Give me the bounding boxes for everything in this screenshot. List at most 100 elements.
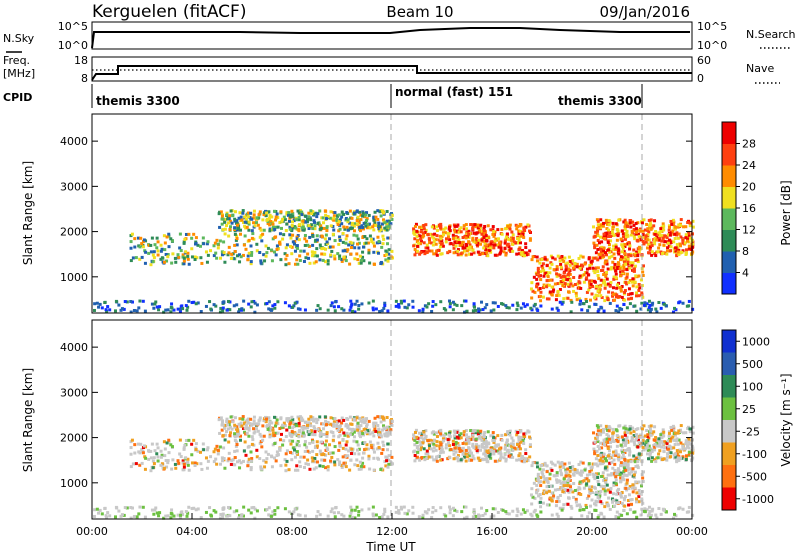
velocity-echo-cell <box>239 461 243 465</box>
velocity-echo-cell <box>603 466 607 470</box>
velocity-echo-cell <box>624 427 628 431</box>
power-echo-cell <box>606 248 610 252</box>
velocity-echo-cell <box>524 452 528 456</box>
power-echo-cell <box>532 304 536 308</box>
power-echo-cell <box>520 248 524 252</box>
power-echo-cell <box>264 209 268 213</box>
velocity-echo-cell <box>601 430 605 434</box>
power-echo-cell <box>365 217 369 221</box>
velocity-echo-cell <box>514 429 518 433</box>
power-echo-cell <box>350 223 354 227</box>
velocity-echo-cell <box>170 467 174 471</box>
power-echo-cell <box>313 220 317 224</box>
power-echo-cell <box>610 230 614 234</box>
velocity-echo-cell <box>498 449 502 453</box>
power-echo-cell <box>541 295 545 299</box>
velocity-echo-cell <box>364 427 368 431</box>
colorbar-swatch <box>722 375 736 398</box>
power-echo-cell <box>292 219 296 223</box>
power-echo-cell <box>596 274 600 278</box>
velocity-echo-cell <box>239 438 243 442</box>
power-echo-cell <box>338 227 342 231</box>
power-echo-cell <box>335 218 339 222</box>
velocity-echo-cell <box>684 439 688 443</box>
power-echo-cell <box>350 226 354 230</box>
power-echo-cell <box>309 223 313 227</box>
velocity-echo-cell <box>320 453 324 457</box>
power-echo-cell <box>228 308 232 312</box>
velocity-echo-cell <box>641 501 645 505</box>
velocity-echo-cell <box>238 466 242 470</box>
nsky-tick-top: 10^5 <box>58 20 88 33</box>
velocity-echo-cell <box>477 516 481 520</box>
power-echo-cell <box>517 229 521 233</box>
velocity-echo-cell <box>546 481 550 485</box>
power-echo-cell <box>279 226 283 230</box>
velocity-echo-cell <box>439 451 443 455</box>
velocity-echo-cell <box>488 452 492 456</box>
velocity-echo-cell <box>316 427 320 431</box>
velocity-echo-cell <box>355 458 359 462</box>
velocity-echo-cell <box>573 488 577 492</box>
velocity-echo-cell <box>155 452 159 456</box>
power-echo-cell <box>330 301 334 305</box>
power-echo-cell <box>313 227 317 231</box>
freq-tick-bottom: 8 <box>81 72 88 85</box>
velocity-echo-cell <box>164 514 168 518</box>
velocity-echo-cell <box>180 510 184 514</box>
power-echo-cell <box>473 305 477 309</box>
power-echo-cell <box>190 247 194 251</box>
velocity-echo-cell <box>448 508 452 512</box>
velocity-echo-cell <box>622 469 626 473</box>
power-echo-cell <box>653 242 657 246</box>
power-echo-cell <box>129 259 133 263</box>
power-echo-cell <box>371 225 375 229</box>
power-echo-cell <box>285 211 289 215</box>
power-echo-cell <box>439 252 443 256</box>
velocity-echo-cell <box>245 431 249 435</box>
power-echo-cell <box>372 228 376 232</box>
velocity-echo-cell <box>231 420 235 424</box>
power-echo-cell <box>213 241 217 245</box>
power-echo-cell <box>275 244 279 248</box>
power-echo-cell <box>628 242 632 246</box>
power-echo-cell <box>303 308 307 312</box>
power-echo-cell <box>630 231 634 235</box>
velocity-echo-cell <box>357 427 361 431</box>
velocity-echo-cell <box>205 448 209 452</box>
velocity-echo-cell <box>390 423 394 427</box>
velocity-echo-cell <box>508 454 512 458</box>
velocity-echo-cell <box>138 451 142 455</box>
power-echo-cell <box>592 225 596 229</box>
velocity-echo-cell <box>446 438 450 442</box>
velocity-echo-cell <box>304 462 308 466</box>
velocity-echo-cell <box>309 424 313 428</box>
velocity-echo-cell <box>464 505 468 509</box>
power-echo-cell <box>661 236 665 240</box>
velocity-echo-cell <box>610 436 614 440</box>
power-echo-cell <box>441 231 445 235</box>
velocity-echo-cell <box>166 459 170 463</box>
velocity-echo-cell <box>313 426 317 430</box>
power-echo-cell <box>307 215 311 219</box>
power-echo-cell <box>604 273 608 277</box>
velocity-echo-cell <box>323 466 327 470</box>
velocity-echo-cell <box>536 476 540 480</box>
velocity-echo-cell <box>282 439 286 443</box>
velocity-echo-cell <box>296 468 300 472</box>
power-echo-cell <box>578 274 582 278</box>
power-echo-cell <box>649 245 653 249</box>
power-echo-cell <box>356 222 360 226</box>
power-echo-cell <box>324 233 328 237</box>
power-echo-cell <box>156 240 160 244</box>
velocity-echo-cell <box>673 438 677 442</box>
velocity-echo-cell <box>677 454 681 458</box>
power-echo-cell <box>231 214 235 218</box>
power-echo-cell <box>271 220 275 224</box>
velocity-echo-cell <box>618 473 622 477</box>
power-echo-cell <box>593 246 597 250</box>
power-echo-cell <box>370 240 374 244</box>
velocity-echo-cell <box>595 490 599 494</box>
power-echo-cell <box>378 309 382 313</box>
power-echo-cell <box>646 308 650 312</box>
